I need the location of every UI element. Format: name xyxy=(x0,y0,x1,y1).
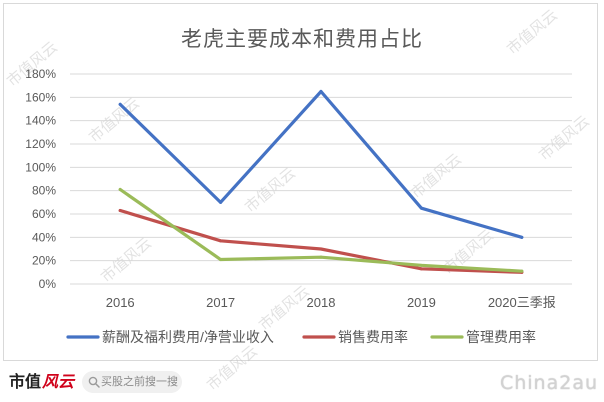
y-tick-label: 180% xyxy=(25,67,56,81)
legend-item: 管理费用率 xyxy=(430,329,536,345)
y-tick-label: 60% xyxy=(32,207,56,221)
legend-label: 销售费用率 xyxy=(338,329,408,345)
data-point xyxy=(118,209,122,212)
search-icon[interactable] xyxy=(88,376,100,388)
series-line xyxy=(118,89,524,239)
y-tick-label: 40% xyxy=(32,230,56,244)
x-tick-label: 2017 xyxy=(206,295,235,310)
data-point xyxy=(419,267,423,271)
data-point xyxy=(419,206,423,210)
y-tick-label: 160% xyxy=(25,90,56,104)
data-point xyxy=(419,263,423,267)
logo-main-text: 市值 xyxy=(9,374,42,391)
legend-label: 管理费用率 xyxy=(466,329,536,345)
brand-logo: 市值风云 xyxy=(9,371,74,393)
data-point xyxy=(219,200,223,204)
corner-watermark: China2au xyxy=(499,372,598,394)
chart-frame xyxy=(3,3,598,361)
legend-label: 薪酬及福利费用/净营业收入 xyxy=(102,329,274,345)
logo-script-text: 风云 xyxy=(42,372,75,391)
y-tick-label: 20% xyxy=(32,254,56,268)
x-tick-label: 2018 xyxy=(307,295,336,310)
y-tick-label: 0% xyxy=(39,277,57,291)
data-point xyxy=(219,258,223,261)
chart-plot: 0% 20% 40% 60% 80% 100% 120% 140% 160% 180% 2016 20… xyxy=(25,67,572,345)
data-point xyxy=(319,247,323,251)
y-tick-label: 80% xyxy=(32,184,56,198)
data-point xyxy=(319,90,323,93)
search-box[interactable] xyxy=(82,371,182,393)
data-point xyxy=(319,255,323,259)
data-point xyxy=(520,269,524,273)
y-tick-label: 140% xyxy=(25,114,56,128)
x-tick-label: 2016 xyxy=(106,295,135,310)
legend-item: 薪酬及福利费用/净营业收入 xyxy=(66,329,274,345)
chart-title: 老虎主要成本和费用占比 xyxy=(181,28,423,51)
data-point xyxy=(520,235,524,239)
search-input[interactable] xyxy=(82,371,182,393)
x-tick-label: 2020三季报 xyxy=(488,295,556,310)
x-tick-label: 2019 xyxy=(407,295,436,310)
y-tick-label: 120% xyxy=(25,137,56,151)
data-point xyxy=(118,188,122,191)
data-point xyxy=(118,102,122,106)
legend-item: 销售费用率 xyxy=(302,329,408,345)
y-tick-label: 100% xyxy=(25,160,56,174)
series-line xyxy=(118,187,524,273)
data-point xyxy=(219,239,223,243)
